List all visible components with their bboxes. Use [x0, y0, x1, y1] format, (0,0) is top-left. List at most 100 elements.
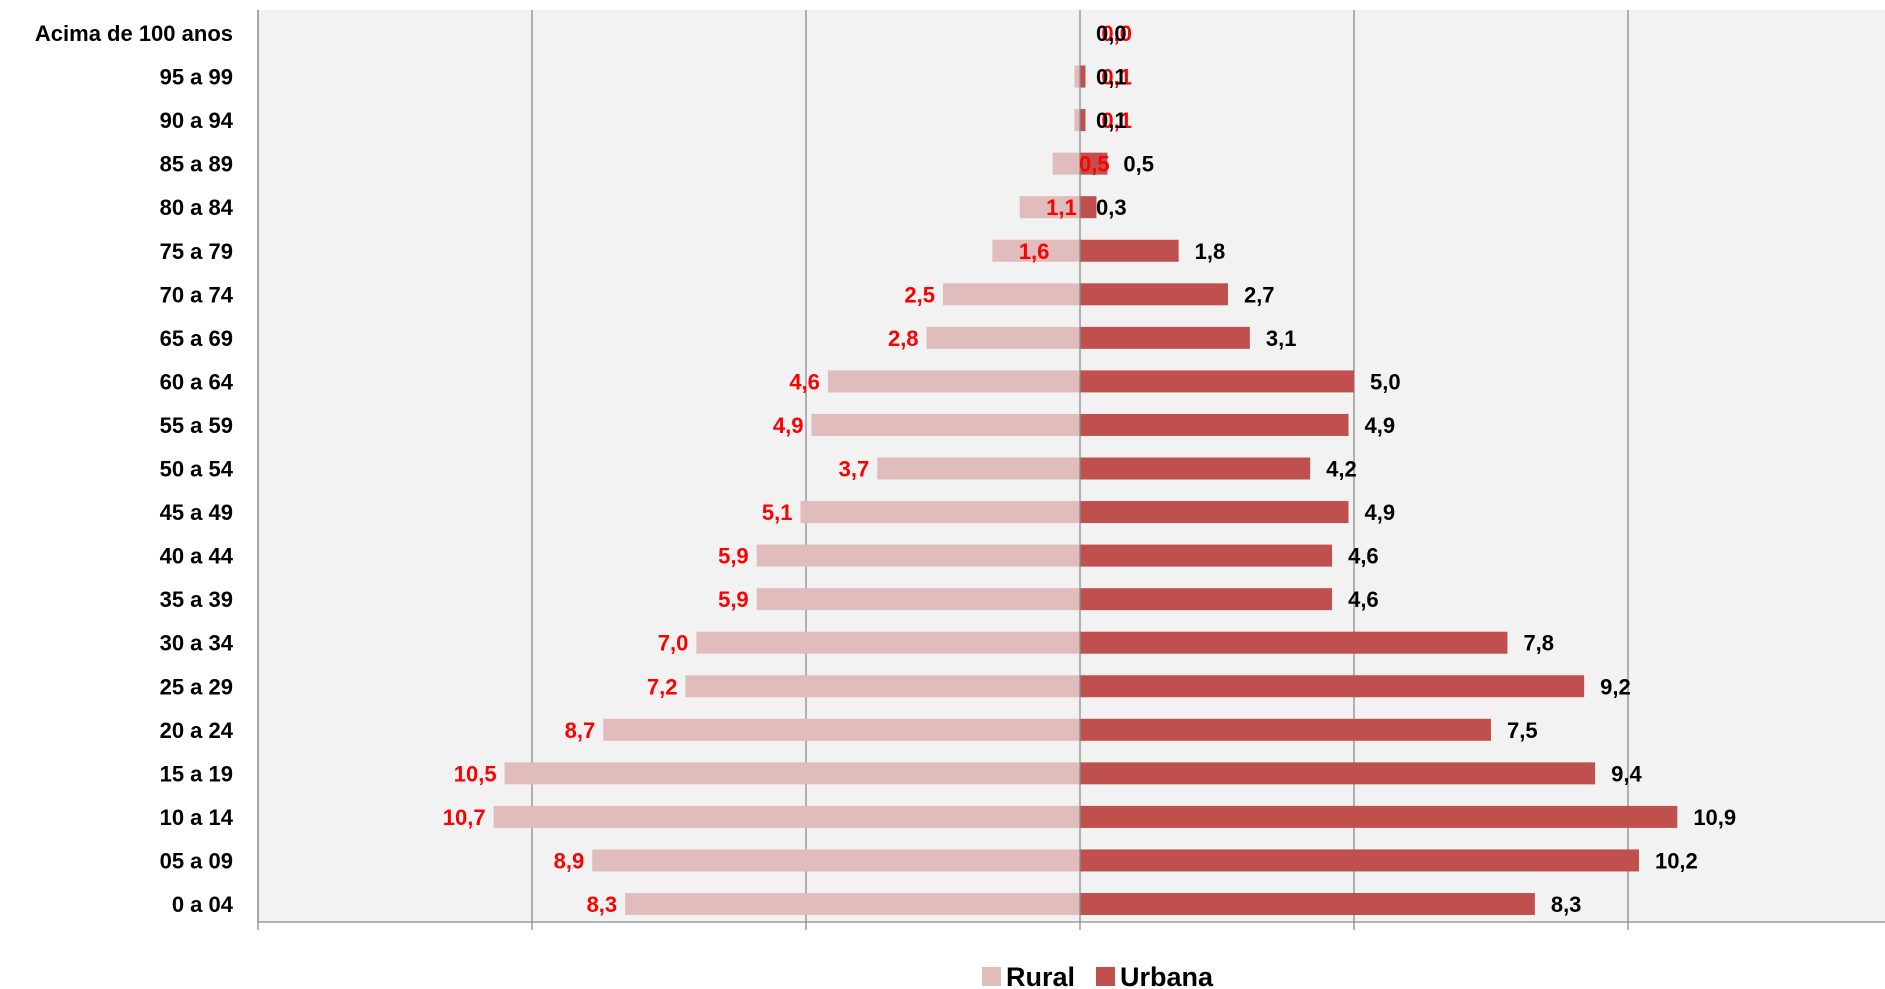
data-label-urbana: 0,1	[1096, 65, 1127, 90]
bar-urbana	[1080, 370, 1354, 393]
category-label: 10 a 14	[160, 805, 234, 830]
category-label: 50 a 54	[160, 457, 234, 482]
data-label-urbana: 8,3	[1551, 892, 1582, 917]
bar-urbana	[1080, 283, 1228, 306]
category-labels: Acima de 100 anos 95 a 99 90 a 94 85 a 89 80…	[35, 21, 234, 917]
bar-rural	[827, 370, 1080, 393]
bar-urbana	[1080, 718, 1491, 741]
bar-urbana	[1080, 849, 1639, 872]
bar-urbana	[1080, 326, 1250, 349]
bar-rural	[943, 283, 1080, 306]
bar-rural	[592, 849, 1080, 872]
bar-rural	[756, 544, 1080, 567]
data-label-urbana: 10,9	[1693, 805, 1736, 830]
category-label: 05 a 09	[160, 848, 233, 873]
bar-rural	[493, 805, 1080, 828]
bar-rural	[992, 239, 1080, 262]
data-label-rural: 10,5	[454, 761, 497, 786]
bar-rural	[1074, 109, 1080, 132]
bar-urbana	[1080, 413, 1349, 436]
bar-urbana	[1080, 239, 1179, 262]
legend-label-urbana: Urbana	[1120, 962, 1214, 989]
data-label-rural: 1,6	[1019, 239, 1050, 264]
category-label: Acima de 100 anos	[35, 21, 233, 46]
bar-rural	[1074, 65, 1080, 88]
category-label: 95 a 99	[160, 65, 233, 90]
data-label-urbana: 0,3	[1096, 195, 1127, 220]
bar-urbana	[1080, 109, 1086, 132]
bar-rural	[504, 762, 1081, 785]
category-label: 20 a 24	[160, 718, 234, 743]
data-label-rural: 0,1	[1101, 65, 1132, 90]
bar-rural	[811, 413, 1080, 436]
bar-rural	[1052, 152, 1080, 175]
data-label-rural: 7,2	[647, 674, 678, 699]
category-label: 65 a 69	[160, 326, 233, 351]
data-label-rural: 5,9	[718, 544, 749, 569]
data-label-urbana: 3,1	[1266, 326, 1297, 351]
category-label: 40 a 44	[160, 544, 234, 569]
legend-swatch-urbana	[1096, 967, 1115, 986]
bar-rural	[926, 326, 1080, 349]
data-label-rural: 5,1	[762, 500, 793, 525]
value-labels: 0,00,00,10,10,10,10,5 0,51,1 0,31,6 1,82,5 2…	[443, 21, 1736, 917]
data-label-rural: 2,5	[904, 282, 935, 307]
category-label: 15 a 19	[160, 761, 233, 786]
category-label: 55 a 59	[160, 413, 233, 438]
bars	[493, 65, 1678, 915]
axes	[257, 10, 1885, 930]
category-label: 30 a 34	[160, 631, 234, 656]
data-label-rural: 3,7	[839, 457, 870, 482]
data-label-urbana: 2,7	[1244, 282, 1275, 307]
data-label-rural: 0,1	[1101, 108, 1132, 133]
data-label-rural: 8,9	[554, 848, 585, 873]
bar-urbana	[1080, 544, 1333, 567]
category-label: 75 a 79	[160, 239, 233, 264]
bar-rural	[696, 631, 1080, 654]
category-label: 25 a 29	[160, 674, 233, 699]
category-label: 60 a 64	[160, 369, 234, 394]
data-label-rural: 2,8	[888, 326, 919, 351]
bar-rural	[685, 675, 1080, 698]
bar-rural	[877, 457, 1080, 480]
data-label-urbana: 1,8	[1195, 239, 1226, 264]
category-label: 80 a 84	[160, 195, 234, 220]
category-label: 35 a 39	[160, 587, 233, 612]
bar-urbana	[1080, 675, 1585, 698]
legend-label-rural: Rural	[1006, 962, 1075, 989]
data-label-urbana: 7,5	[1507, 718, 1538, 743]
data-label-urbana: 9,2	[1600, 674, 1631, 699]
data-label-rural: 8,3	[587, 892, 618, 917]
data-label-urbana: 0,1	[1096, 108, 1127, 133]
data-label-rural: 4,9	[773, 413, 804, 438]
data-label-urbana: 0,0	[1096, 21, 1127, 46]
data-label-rural: 8,7	[565, 718, 596, 743]
bar-urbana	[1080, 762, 1596, 785]
data-label-urbana: 4,9	[1365, 413, 1396, 438]
category-label: 45 a 49	[160, 500, 233, 525]
data-label-rural: 5,9	[718, 587, 749, 612]
data-label-urbana: 4,6	[1348, 587, 1379, 612]
data-label-urbana: 4,9	[1365, 500, 1396, 525]
data-label-rural: 10,7	[443, 805, 486, 830]
data-label-rural: 0,0	[1101, 21, 1132, 46]
bar-urbana	[1080, 805, 1678, 828]
data-label-urbana: 5,0	[1370, 369, 1401, 394]
category-label: 70 a 74	[160, 282, 234, 307]
data-label-rural: 1,1	[1046, 195, 1077, 220]
bar-urbana	[1080, 152, 1108, 175]
bar-rural	[800, 501, 1080, 524]
bar-urbana	[1080, 588, 1333, 611]
bar-rural	[625, 893, 1080, 915]
data-label-urbana: 10,2	[1655, 848, 1698, 873]
bar-rural	[1019, 196, 1080, 219]
data-label-rural: 0,5	[1079, 152, 1110, 177]
bar-urbana	[1080, 65, 1086, 88]
bar-urbana	[1080, 457, 1311, 480]
bar-rural	[603, 718, 1080, 741]
data-label-urbana: 7,8	[1523, 631, 1554, 656]
bar-urbana	[1080, 196, 1097, 219]
category-label: 85 a 89	[160, 152, 233, 177]
legend: Rural Urbana	[982, 962, 1214, 989]
